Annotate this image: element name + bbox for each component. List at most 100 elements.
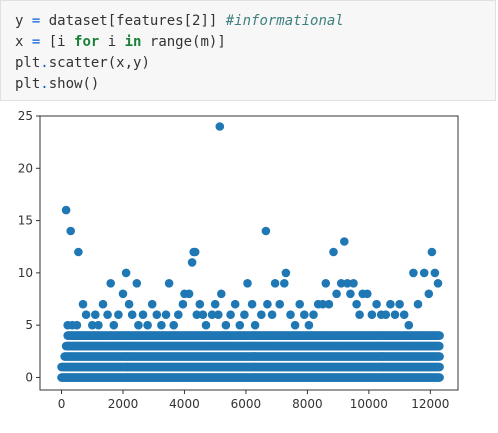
scatter-point (114, 310, 123, 319)
scatter-point (336, 279, 346, 288)
scatter-point (190, 247, 200, 257)
y-tick-label: 15 (18, 214, 33, 228)
scatter-point (332, 289, 341, 299)
scatter-point (127, 310, 137, 319)
scatter-point (300, 310, 309, 319)
code-line: plt.scatter(x,y) (15, 53, 344, 74)
scatter-point (433, 279, 443, 288)
scatter-point (187, 258, 197, 267)
axes-frame (39, 115, 459, 391)
scatter-point (309, 310, 318, 319)
scatter-point (235, 320, 245, 330)
scatter-point (404, 320, 414, 330)
y-tick-label: 5 (25, 318, 33, 332)
code-token-plain: plt (15, 76, 41, 92)
scatter-point (106, 279, 115, 288)
y-tick-label: 10 (18, 266, 33, 280)
scatter-point (355, 310, 364, 319)
scatter-point (430, 268, 440, 278)
x-tick-label: 2000 (108, 397, 139, 411)
scatter-point (349, 279, 358, 288)
scatter-point (381, 310, 391, 319)
scatter-point (304, 320, 314, 330)
code-line: plt.show() (15, 74, 344, 95)
scatter-point (247, 299, 257, 309)
scatter-point (118, 289, 128, 299)
scatter-point (363, 289, 372, 299)
scatter-point (178, 299, 188, 309)
scatter-point (435, 331, 444, 340)
scatter-point (346, 289, 355, 299)
scatter-point (94, 320, 103, 330)
scatter-point (198, 310, 208, 319)
code-token-op: . (40, 76, 49, 92)
y-tick-label: 20 (18, 161, 33, 175)
scatter-point (161, 310, 171, 319)
scatter-plot: 0 2000 4000 6000 8000 10000 12000 0 5 10 15 20 25 (18, 109, 459, 411)
scatter-point (243, 279, 252, 288)
code-token-plain: x (15, 34, 32, 50)
y-tick-label: 25 (18, 109, 33, 123)
scatter-point (295, 299, 305, 309)
scatter-point (78, 299, 88, 309)
scatter-point (280, 279, 289, 288)
x-tick-label: 12000 (411, 397, 449, 411)
scatter-point (240, 310, 249, 319)
scatter-point (329, 247, 338, 257)
scatter-point (132, 279, 142, 288)
code-token-keyword: for (74, 34, 100, 50)
scatter-point (174, 310, 183, 319)
scatter-point (250, 320, 260, 330)
scatter-point (72, 320, 82, 330)
x-axis-ticks: 0 2000 4000 6000 8000 10000 12000 (58, 390, 449, 411)
scatter-point (66, 226, 75, 236)
code-token-plain: plt (15, 55, 41, 71)
scatter-point (221, 320, 231, 330)
scatter-point (152, 310, 162, 319)
code-token-plain: range(m)] (141, 34, 226, 50)
scatter-point (74, 247, 83, 257)
scatter-point (217, 289, 226, 299)
scatter-point (91, 310, 100, 319)
scatter-point (275, 299, 285, 309)
scatter-point (390, 310, 400, 319)
code-token-plain: [i (40, 34, 75, 50)
scatter-point (386, 299, 395, 309)
scatter-point (195, 299, 205, 309)
code-line: y = dataset[features[2]] #informational (15, 11, 344, 32)
scatter-point (419, 268, 429, 278)
scatter-point (290, 320, 300, 330)
scatter-point (124, 299, 134, 309)
scatter-point (281, 268, 291, 278)
code-token-plain: dataset[features[2]] (40, 13, 226, 29)
scatter-point (435, 362, 444, 372)
scatter-point (367, 310, 377, 319)
scatter-point (318, 299, 328, 309)
scatter-point (143, 320, 152, 330)
scatter-point (138, 310, 148, 319)
scatter-point (427, 247, 437, 257)
scatter-point (257, 310, 266, 319)
scatter-point (263, 299, 272, 309)
output-area: 0 2000 4000 6000 8000 10000 12000 0 5 10 15 20 25 (0, 108, 498, 429)
scatter-point (226, 310, 235, 319)
scatter-point (207, 310, 217, 319)
scatter-point (286, 310, 295, 319)
scatter-point (121, 268, 131, 278)
code-token-comment: #informational (225, 13, 344, 29)
x-tick-label: 0 (58, 397, 66, 411)
code-token-plain: show() (48, 76, 100, 92)
code-token-plain: y (15, 13, 32, 29)
scatter-point (321, 279, 331, 288)
scatter-point (147, 299, 157, 309)
scatter-point (164, 279, 174, 288)
code-token-plain: i (99, 34, 125, 50)
scatter-point (343, 279, 352, 288)
scatter-point (88, 320, 97, 330)
x-tick-label: 10000 (350, 397, 388, 411)
scatter-point (261, 226, 271, 236)
code-editor[interactable]: y = dataset[features[2]] #informational x… (15, 11, 344, 95)
y-axis-ticks: 0 5 10 15 20 25 (18, 109, 40, 384)
code-token-op: = (31, 34, 41, 50)
code-cell[interactable]: y = dataset[features[2]] #informational x… (0, 0, 496, 101)
